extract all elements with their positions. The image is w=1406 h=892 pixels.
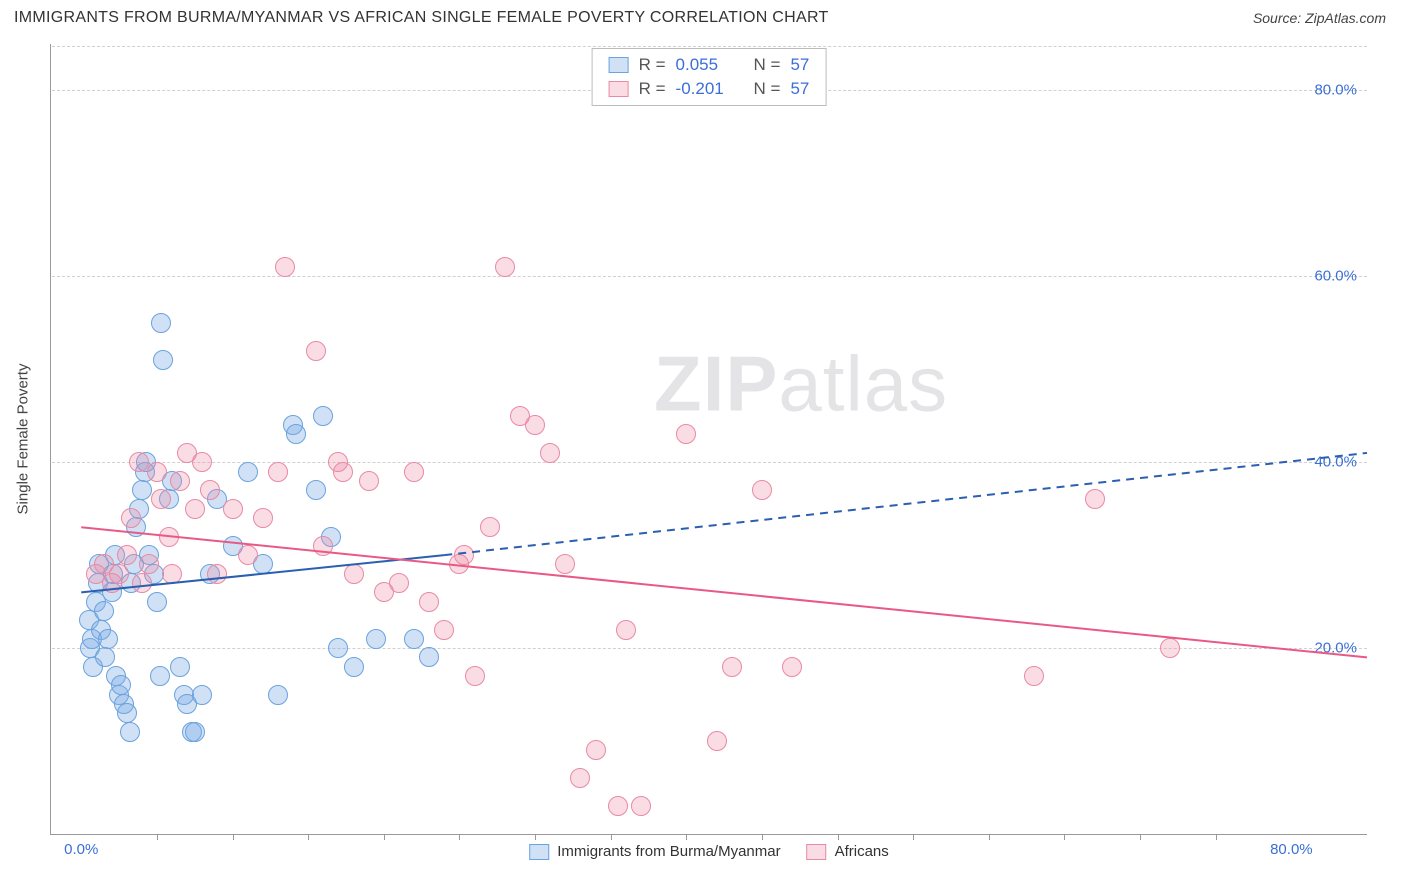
legend-top-row: R = 0.055 N = 57 — [593, 53, 826, 77]
legend-n-value: 57 — [790, 55, 809, 75]
x-tick-mark — [838, 834, 839, 840]
x-tick-mark — [1064, 834, 1065, 840]
x-tick-mark — [1140, 834, 1141, 840]
x-tick-mark — [686, 834, 687, 840]
legend-r-value: 0.055 — [676, 55, 734, 75]
trend-line — [81, 555, 444, 592]
legend-n-value: 57 — [790, 79, 809, 99]
chart-header: IMMIGRANTS FROM BURMA/MYANMAR VS AFRICAN… — [0, 0, 1406, 36]
legend-r-label: R = — [639, 55, 666, 75]
x-tick-mark — [762, 834, 763, 840]
x-tick-label: 0.0% — [64, 841, 98, 858]
legend-swatch — [609, 81, 629, 97]
x-tick-mark — [459, 834, 460, 840]
legend-r-label: R = — [639, 79, 666, 99]
x-tick-mark — [989, 834, 990, 840]
x-tick-mark — [308, 834, 309, 840]
x-tick-mark — [384, 834, 385, 840]
legend-top: R = 0.055 N = 57 R = -0.201 N = 57 — [592, 48, 827, 106]
x-tick-mark — [157, 834, 158, 840]
legend-r-value: -0.201 — [676, 79, 734, 99]
x-tick-mark — [535, 834, 536, 840]
legend-bottom-item: Immigrants from Burma/Myanmar — [529, 843, 780, 860]
legend-series-label: Immigrants from Burma/Myanmar — [557, 843, 780, 860]
legend-bottom-item: Africans — [807, 843, 889, 860]
legend-swatch — [807, 844, 827, 860]
chart-title: IMMIGRANTS FROM BURMA/MYANMAR VS AFRICAN… — [14, 9, 829, 27]
chart-source: Source: ZipAtlas.com — [1253, 10, 1386, 26]
legend-n-label: N = — [754, 55, 781, 75]
legend-n-label: N = — [754, 79, 781, 99]
legend-top-row: R = -0.201 N = 57 — [593, 77, 826, 101]
x-tick-label: 80.0% — [1270, 841, 1313, 858]
x-tick-mark — [913, 834, 914, 840]
legend-swatch — [609, 57, 629, 73]
trend-lines-layer — [51, 44, 1367, 834]
legend-series-label: Africans — [835, 843, 889, 860]
legend-bottom: Immigrants from Burma/Myanmar Africans — [529, 843, 889, 860]
legend-swatch — [529, 844, 549, 860]
x-tick-mark — [611, 834, 612, 840]
trend-line — [81, 527, 1367, 657]
y-axis-label: Single Female Poverty — [15, 364, 32, 515]
x-tick-mark — [1216, 834, 1217, 840]
x-tick-mark — [233, 834, 234, 840]
scatter-plot: Single Female Poverty ZIPatlas R =0.055N… — [50, 44, 1367, 835]
trend-line — [444, 453, 1367, 555]
